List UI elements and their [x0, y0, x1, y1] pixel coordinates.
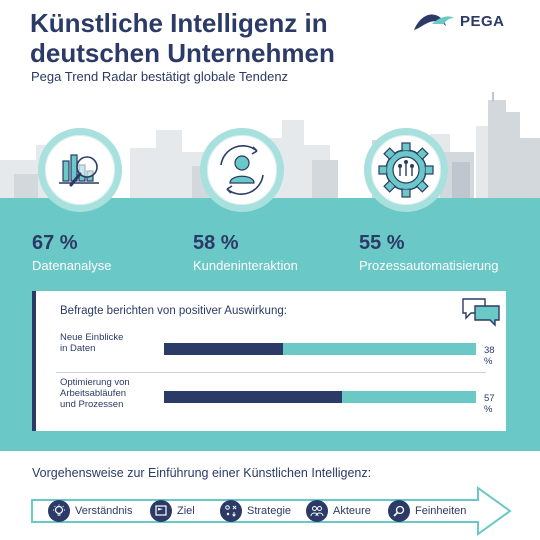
stat-circle-data-analysis [38, 128, 122, 212]
stat-label-process-automation: Prozessautomatisierung [359, 258, 499, 273]
impact-row-label-line: und Prozessen [60, 399, 124, 410]
impact-bar-percent: 38 % [484, 345, 495, 367]
stat-circle-customer-interaction [200, 128, 284, 212]
step-details: Feinheiten [388, 500, 466, 522]
gear-icon [378, 142, 434, 198]
step-strategy: Strategie [220, 500, 291, 522]
impact-row-label-line: Optimierung von [60, 377, 130, 388]
impact-row-insights: Neue Einblicke in Daten 38 % [44, 329, 498, 369]
strategy-icon [220, 500, 242, 522]
impact-row-label: Neue Einblicke in Daten [60, 332, 123, 354]
step-label: Akteure [333, 505, 371, 517]
data-analysis-icon [59, 154, 99, 187]
step-understanding: Verständnis [48, 500, 132, 522]
lightbulb-icon [48, 500, 70, 522]
step-actors: Akteure [306, 500, 371, 522]
impact-divider [56, 372, 486, 373]
process-arrow [31, 486, 512, 536]
page-subtitle: Pega Trend Radar bestätigt globale Tende… [31, 69, 289, 84]
magnifier-icon [388, 500, 410, 522]
stat-value-process-automation: 55 % [359, 232, 405, 254]
impact-bar-track [164, 343, 476, 355]
stat-value-data-analysis: 67 % [32, 232, 78, 254]
impact-row-label-line: Neue Einblicke [60, 332, 124, 343]
impact-bar-fill [164, 391, 342, 403]
stat-circle-process-automation [364, 128, 448, 212]
pega-logo-text: PEGA [460, 12, 505, 30]
stat-value-customer-interaction: 58 % [193, 232, 239, 254]
impact-panel: Befragte berichten von positiver Auswirk… [32, 291, 506, 431]
step-label: Feinheiten [415, 505, 467, 517]
step-label: Strategie [247, 505, 292, 517]
impact-row-label-line: Arbeitsabläufen [60, 388, 127, 399]
page-title: Künstliche Intelligenz in deutschen Unte… [30, 8, 370, 68]
impact-heading: Befragte berichten von positiver Auswirk… [60, 305, 287, 317]
impact-row-workflows: Optimierung von Arbeitsabläufen und Proz… [44, 375, 498, 415]
step-label: Verständnis [75, 505, 133, 517]
impact-row-label-line: in Daten [60, 343, 96, 354]
impact-row-label: Optimierung von Arbeitsabläufen und Proz… [60, 377, 130, 410]
impact-bar-percent: 57 % [484, 393, 495, 415]
step-label: Ziel [177, 505, 195, 517]
pega-logo-icon [414, 14, 454, 30]
chat-icon [462, 298, 500, 327]
page-title-line-2: deutschen Unternehmen [30, 38, 335, 68]
impact-bar-fill [164, 343, 283, 355]
page-title-line-1: Künstliche Intelligenz in [30, 8, 328, 38]
impact-bar-track [164, 391, 476, 403]
flag-icon [150, 500, 172, 522]
stat-label-data-analysis: Datenanalyse [32, 258, 112, 273]
step-goal: Ziel [150, 500, 195, 522]
people-icon [306, 500, 328, 522]
customer-interaction-icon [220, 145, 264, 195]
pega-logo: PEGA [412, 8, 522, 34]
stat-label-customer-interaction: Kundeninteraktion [193, 258, 298, 273]
steps-heading: Vorgehensweise zur Einführung einer Küns… [32, 466, 372, 480]
